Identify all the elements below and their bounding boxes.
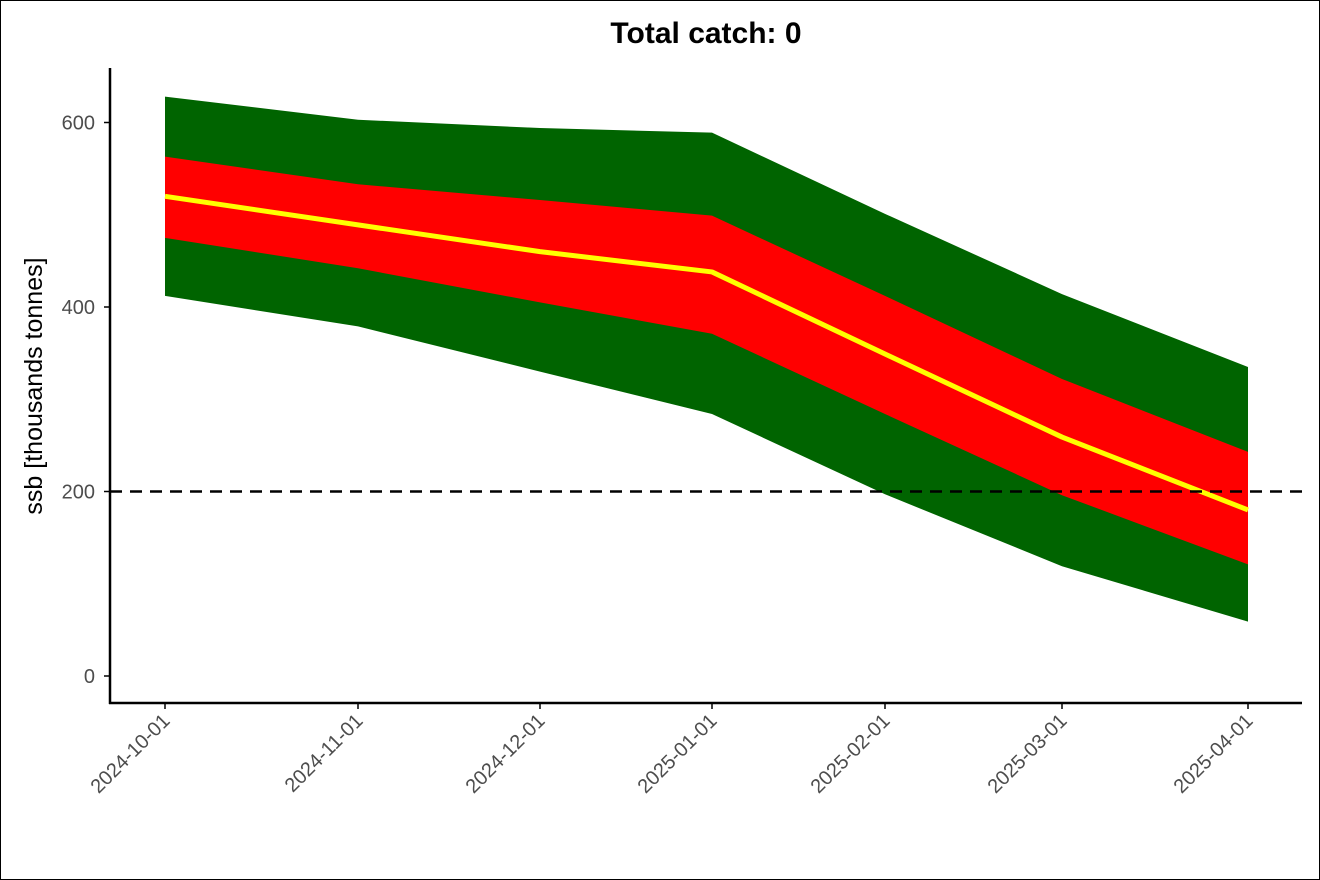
inner-interval-band	[165, 156, 1248, 565]
x-tick-label: 2025-01-01	[634, 710, 722, 798]
x-tick-label: 2025-04-01	[1170, 710, 1258, 798]
x-tick-label: 2025-03-01	[984, 710, 1072, 798]
y-axis-label: ssb [thousands tonnes]	[20, 257, 48, 514]
y-tick-label: 600	[62, 113, 95, 135]
chart-title: Total catch: 0	[610, 17, 801, 50]
x-tick-label: 2024-10-01	[87, 710, 175, 798]
y-tick-label: 400	[62, 297, 95, 319]
x-tick-label: 2024-12-01	[462, 710, 550, 798]
y-tick-label: 200	[62, 482, 95, 504]
median-line	[164, 193, 1249, 513]
x-tick-label: 2025-02-01	[807, 710, 895, 798]
y-tick-label: 0	[84, 666, 95, 688]
outer-interval-band	[165, 96, 1248, 622]
x-tick-label: 2024-11-01	[281, 710, 368, 797]
